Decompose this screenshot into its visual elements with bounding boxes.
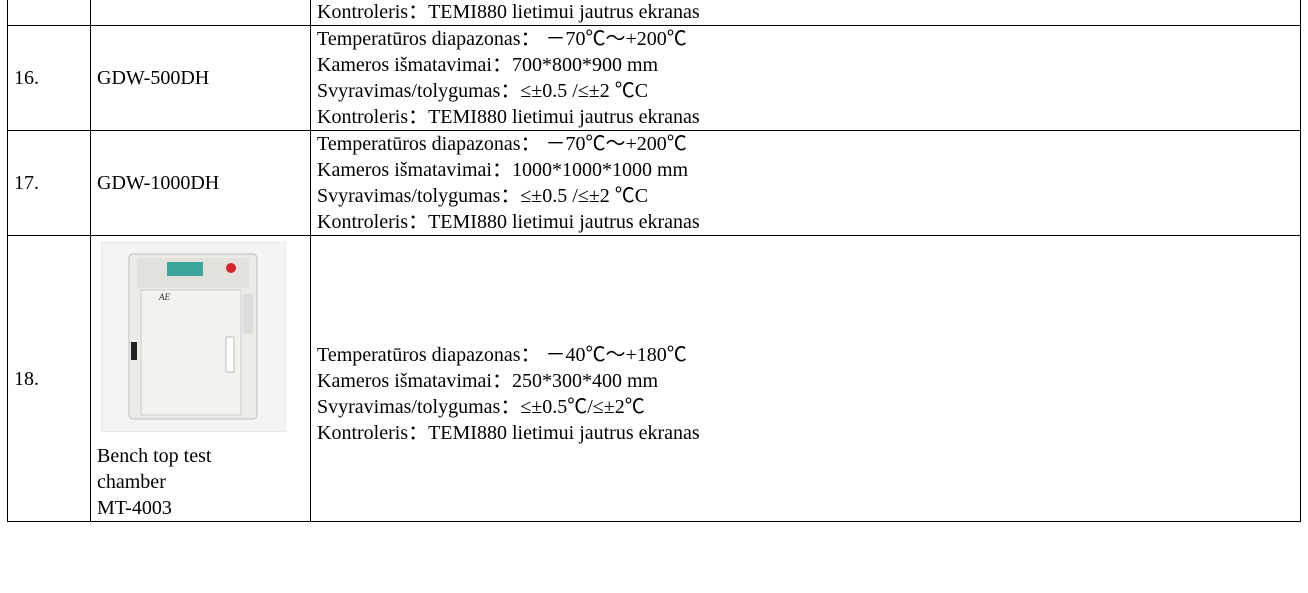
table-row: Kontroleris：TEMI880 lietimui jautrus ekr… — [8, 0, 1301, 26]
model-cell — [91, 0, 311, 26]
spec-table: Kontroleris：TEMI880 lietimui jautrus ekr… — [7, 0, 1301, 522]
row-number: 18. — [8, 236, 91, 522]
row-number: 17. — [8, 131, 91, 236]
svg-text:AE: AE — [158, 292, 170, 302]
caption-line: MT-4003 — [97, 495, 304, 521]
row-number: 16. — [8, 26, 91, 131]
detail-line: Kameros išmatavimai：700*800*900 mm — [317, 52, 1294, 78]
detail-line: Temperatūros diapazonas： －70℃～+200℃ — [317, 131, 1294, 157]
detail-line: Kontroleris：TEMI880 lietimui jautrus ekr… — [317, 209, 1294, 235]
row-number — [8, 0, 91, 26]
product-photo: AE — [101, 242, 286, 432]
caption-line: Bench top test — [97, 443, 304, 469]
detail-line: Kontroleris：TEMI880 lietimui jautrus ekr… — [317, 0, 1294, 25]
details-cell: Kontroleris：TEMI880 lietimui jautrus ekr… — [311, 0, 1301, 26]
model-cell: GDW-1000DH — [91, 131, 311, 236]
detail-line: Svyravimas/tolygumas：≤±0.5℃/≤±2℃ — [317, 394, 1294, 420]
detail-line: Svyravimas/tolygumas：≤±0.5 /≤±2 ℃C — [317, 183, 1294, 209]
detail-line: Kontroleris：TEMI880 lietimui jautrus ekr… — [317, 420, 1294, 446]
detail-line: Svyravimas/tolygumas：≤±0.5 /≤±2 ℃C — [317, 78, 1294, 104]
model-cell: GDW-500DH — [91, 26, 311, 131]
page: Kontroleris：TEMI880 lietimui jautrus ekr… — [0, 0, 1308, 593]
caption-line: chamber — [97, 469, 304, 495]
detail-line: Kameros išmatavimai：250*300*400 mm — [317, 368, 1294, 394]
detail-line: Kontroleris：TEMI880 lietimui jautrus ekr… — [317, 104, 1294, 130]
detail-line: Temperatūros diapazonas： －70℃～+200℃ — [317, 26, 1294, 52]
detail-line: Kameros išmatavimai：1000*1000*1000 mm — [317, 157, 1294, 183]
detail-line: Temperatūros diapazonas： －40℃～+180℃ — [317, 342, 1294, 368]
